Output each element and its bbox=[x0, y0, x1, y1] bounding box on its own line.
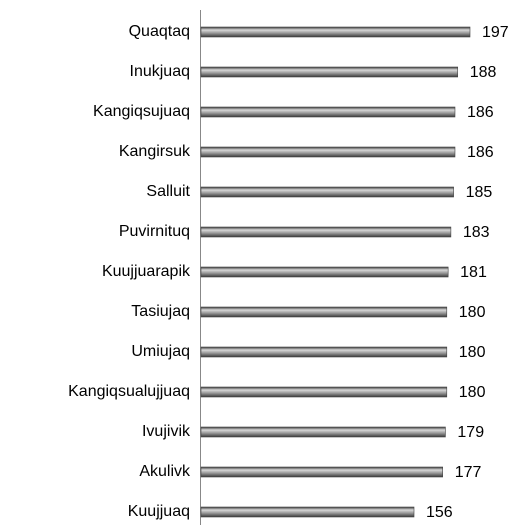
category-label: Quaqtaq bbox=[129, 23, 190, 40]
value-label: 186 bbox=[467, 104, 494, 121]
value-label: 188 bbox=[470, 64, 497, 81]
value-label: 186 bbox=[467, 144, 494, 161]
bar bbox=[200, 466, 443, 478]
category-label: Kuujjuaq bbox=[128, 503, 190, 520]
category-label: Puvirnituq bbox=[119, 223, 190, 240]
bar bbox=[200, 226, 452, 238]
category-label: Inukjuaq bbox=[130, 63, 191, 80]
bar bbox=[200, 306, 448, 318]
category-label: Tasiujaq bbox=[131, 303, 190, 320]
value-label: 180 bbox=[459, 384, 486, 401]
value-label: 197 bbox=[482, 24, 509, 41]
bar bbox=[200, 386, 448, 398]
bar bbox=[200, 66, 459, 78]
bar bbox=[200, 106, 456, 118]
value-label: 177 bbox=[455, 464, 482, 481]
bar bbox=[200, 266, 449, 278]
category-label: Kangiqsujuaq bbox=[93, 103, 190, 120]
category-label: Akulivk bbox=[139, 463, 191, 480]
bar bbox=[200, 26, 471, 38]
bar bbox=[200, 186, 454, 198]
value-label: 180 bbox=[459, 304, 486, 321]
value-label: 180 bbox=[459, 344, 486, 361]
bar bbox=[200, 426, 446, 438]
value-label: 179 bbox=[457, 424, 484, 441]
value-label: 185 bbox=[466, 184, 493, 201]
bar bbox=[200, 346, 448, 358]
category-label: Salluit bbox=[146, 183, 190, 200]
category-label: Ivujivik bbox=[142, 423, 191, 440]
bar bbox=[200, 146, 456, 158]
value-label: 181 bbox=[460, 264, 487, 281]
value-label: 183 bbox=[463, 224, 490, 241]
value-label: 156 bbox=[426, 504, 453, 521]
category-label: Kangirsuk bbox=[119, 143, 191, 160]
bar bbox=[200, 506, 415, 518]
category-label: Kangiqsualujjuaq bbox=[68, 383, 190, 400]
category-label: Umiujaq bbox=[131, 343, 190, 360]
category-label: Kuujjuarapik bbox=[102, 263, 191, 280]
